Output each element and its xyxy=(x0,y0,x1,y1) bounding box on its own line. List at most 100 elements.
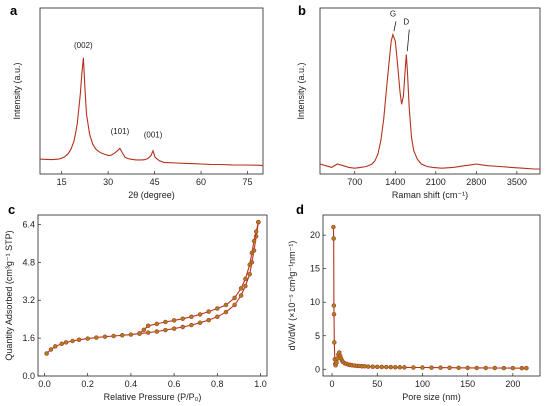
data-point-c-0-1 xyxy=(48,347,54,352)
x-tick-label-c-1: 0.2 xyxy=(81,379,94,389)
data-point-c-0-7 xyxy=(85,336,90,341)
x-axis-title-b: Raman shift (cm⁻¹) xyxy=(392,190,468,200)
data-point-c-0-19 xyxy=(189,322,194,328)
data-point-d-0-27 xyxy=(370,364,375,369)
data-point-c-1-5 xyxy=(243,276,248,282)
chart-panel-d: 0 50 100 150 200 0 5 10 15 20 Pore size (nm) dV/dW … xyxy=(287,214,541,402)
data-point-d-0-31 xyxy=(388,364,394,370)
x-tick-label-a-2: 45 xyxy=(150,177,160,187)
data-point-d-0-25 xyxy=(362,364,367,369)
y-tick-label-d-1: 5 xyxy=(315,331,320,341)
x-tick-label-b-3: 2800 xyxy=(466,177,486,187)
y-axis-title-b: Intensity (a.u.) xyxy=(296,62,306,119)
data-point-c-1-3 xyxy=(249,250,255,256)
data-point-c-0-14 xyxy=(145,330,151,335)
data-point-c-0-2 xyxy=(53,344,58,349)
data-point-c-1-4 xyxy=(247,262,252,267)
x-tick-label-a-1: 30 xyxy=(103,177,113,187)
peak-label-a-2: (001) xyxy=(144,130,163,139)
data-point-d-0-46 xyxy=(510,365,516,371)
data-point-c-1-16 xyxy=(154,321,160,327)
data-point-d-0-42 xyxy=(474,365,479,371)
panel-label-d: d xyxy=(296,202,304,217)
y-tick-label-c-2: 3.2 xyxy=(22,295,35,305)
data-point-c-0-6 xyxy=(76,337,82,343)
data-point-c-1-10 xyxy=(206,309,211,314)
x-tick-label-b-2: 2100 xyxy=(426,177,446,187)
data-point-c-1-11 xyxy=(197,312,203,317)
plot-frame-b xyxy=(319,7,541,175)
data-point-d-0-2 xyxy=(331,303,337,308)
data-point-d-0-1 xyxy=(331,236,336,241)
data-point-d-0-45 xyxy=(501,365,507,371)
x-tick-label-b-1: 1400 xyxy=(385,177,405,187)
series-line-d-0 xyxy=(332,227,527,369)
data-point-c-0-23 xyxy=(223,309,229,315)
chart-panel-b: 700 1400 2100 2800 3500 Raman shift (cm⁻¹) Int… xyxy=(296,7,541,200)
data-point-d-0-38 xyxy=(438,365,443,370)
data-point-c-1-8 xyxy=(223,302,229,308)
x-tick-label-d-0: 0 xyxy=(330,379,335,389)
data-point-d-0-48 xyxy=(524,365,529,371)
data-point-c-0-8 xyxy=(94,335,99,340)
panel-label-a: a xyxy=(10,3,18,18)
data-point-d-0-40 xyxy=(456,365,461,371)
data-point-d-0-0 xyxy=(331,224,336,230)
series-line-a-0 xyxy=(39,57,264,166)
data-point-c-1-7 xyxy=(232,295,237,301)
data-point-d-0-47 xyxy=(519,365,525,371)
plot-frame-d xyxy=(322,214,541,377)
data-point-d-0-30 xyxy=(384,364,389,370)
data-point-c-0-9 xyxy=(102,334,108,339)
peak-label-a-0: (002) xyxy=(74,41,93,50)
data-point-c-0-20 xyxy=(197,320,203,325)
data-point-d-0-41 xyxy=(465,365,470,371)
plot-frame-c xyxy=(37,214,268,377)
y-tick-label-c-4: 6.4 xyxy=(22,219,35,229)
data-point-c-0-16 xyxy=(163,327,168,333)
x-tick-label-a-0: 15 xyxy=(57,177,67,187)
y-tick-label-d-3: 15 xyxy=(310,264,320,274)
data-point-d-0-28 xyxy=(375,364,380,370)
data-point-d-0-43 xyxy=(483,365,489,371)
y-axis-title-c: Quantity Adsorbed (cm³g⁻¹ STP) xyxy=(4,230,14,360)
y-tick-label-d-2: 10 xyxy=(310,297,320,307)
x-tick-label-b-4: 3500 xyxy=(507,177,527,187)
peak-label-b-1: D xyxy=(403,18,409,27)
data-point-c-1-6 xyxy=(238,286,244,291)
data-point-c-1-18 xyxy=(141,327,147,333)
plot-frame-a xyxy=(39,7,264,175)
series-line-c-0 xyxy=(46,222,259,354)
x-tick-label-d-3: 150 xyxy=(460,379,475,389)
panel-label-b: b xyxy=(298,3,306,18)
y-tick-label-c-0: 0.0 xyxy=(22,371,35,381)
data-point-c-1-15 xyxy=(163,319,168,325)
peak-label-b-0: G xyxy=(390,9,396,18)
data-point-c-0-5 xyxy=(70,338,75,344)
data-point-c-1-13 xyxy=(180,316,185,321)
y-tick-label-c-1: 1.6 xyxy=(22,333,35,343)
x-axis-title-d: Pore size (nm) xyxy=(402,392,461,402)
peak-label-a-1: (101) xyxy=(111,127,130,136)
data-point-c-1-12 xyxy=(189,314,194,320)
data-point-c-1-2 xyxy=(251,238,257,244)
x-tick-label-c-4: 0.8 xyxy=(211,379,224,389)
data-point-c-0-18 xyxy=(180,324,185,330)
data-point-c-0-27 xyxy=(247,271,252,277)
x-tick-label-d-1: 50 xyxy=(372,379,382,389)
x-tick-label-c-0: 0.0 xyxy=(38,379,51,389)
data-point-c-0-15 xyxy=(154,329,160,334)
y-tick-label-d-0: 0 xyxy=(315,364,320,374)
series-line-c-1 xyxy=(139,221,259,334)
series-line-b-0 xyxy=(319,32,540,170)
data-point-c-1-19 xyxy=(137,331,142,336)
data-point-d-0-34 xyxy=(402,365,407,370)
y-tick-label-c-3: 4.8 xyxy=(22,257,35,267)
x-tick-label-c-5: 1.0 xyxy=(254,379,267,389)
x-tick-label-a-3: 60 xyxy=(196,177,206,187)
data-point-d-0-44 xyxy=(492,365,498,371)
chart-panel-c: 0.0 0.2 0.4 0.6 0.8 1.0 0.0 1.6 3.2 4.8 6.4 Relativ… xyxy=(4,214,268,402)
data-point-c-0-22 xyxy=(215,314,220,320)
data-point-c-0-21 xyxy=(206,317,211,323)
data-point-c-0-24 xyxy=(232,302,237,308)
